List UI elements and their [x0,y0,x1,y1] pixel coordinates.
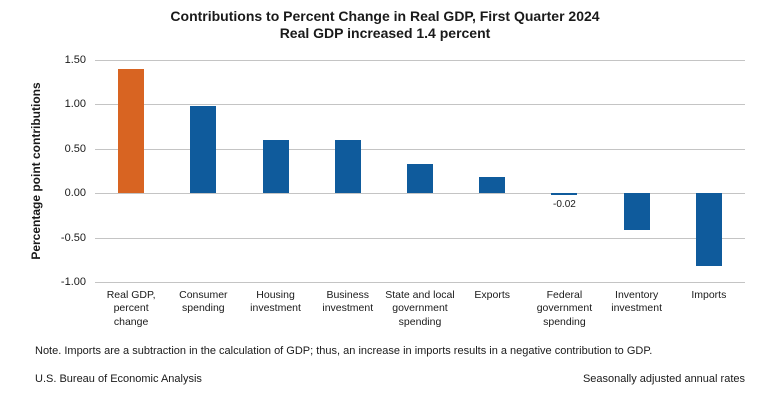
source-text: U.S. Bureau of Economic Analysis [35,373,202,386]
zero-gridline [95,193,745,195]
gridline [95,104,745,106]
bar-column [167,60,239,282]
bar-column [673,60,745,282]
bar [262,139,289,194]
category-label: Imports [691,289,727,301]
note-text: Note. Imports are a subtraction in the c… [35,345,653,358]
gridline [95,282,745,283]
y-tick-label: 0.00 [64,187,86,200]
category-labels: Real GDP, percent change Consumer spendin… [95,289,745,329]
gridline [95,60,745,61]
bar-column [601,60,673,282]
category-label: Federal government spending [536,289,593,328]
bar-column [95,60,167,282]
bar [623,193,650,231]
plot-area: -0.02 1.50 1.00 0.50 0.00 -0.50 -1.00 [61,54,745,288]
bar [551,193,578,195]
bars-container: -0.02 [95,60,745,282]
category-label: State and local government spending [385,289,455,328]
category-label: Consumer spending [179,289,228,315]
bar [406,163,433,194]
bar [118,68,145,194]
gridline [95,148,745,150]
chart-title: Contributions to Percent Change in Real … [170,8,600,24]
chart-subtitle: Real GDP increased 1.4 percent [279,25,491,41]
y-tick-label: 1.50 [64,54,86,66]
category-label: Real GDP, percent change [106,289,156,328]
bar-column [456,60,528,282]
category-label: Exports [474,289,510,301]
rates-text: Seasonally adjusted annual rates [582,373,745,386]
bar-column [239,60,311,282]
chart-area: -0.02 1.50 1.00 0.50 0.00 -0.50 -1.00 Real GD… [61,54,745,329]
bar-column [312,60,384,282]
y-tick-label: 0.50 [64,142,86,155]
footer: U.S. Bureau of Economic Analysis Seasona… [35,373,745,385]
y-tick-label: -1.00 [60,276,86,288]
bar [479,177,506,194]
category-label: Housing investment [250,289,301,315]
y-tick-label: -0.50 [60,231,86,244]
gridline [95,237,745,239]
bar [190,106,217,194]
bar-column: -0.02 [528,60,600,282]
bar-data-label: -0.02 [553,198,576,210]
y-axis-label: Percentage point contributions [29,82,43,260]
bar-column [384,60,456,282]
category-label: Inventory investment [611,289,663,315]
y-tick-label: 1.00 [64,98,86,111]
bar [334,139,361,194]
bar [695,193,722,266]
category-label: Business investment [322,289,374,315]
